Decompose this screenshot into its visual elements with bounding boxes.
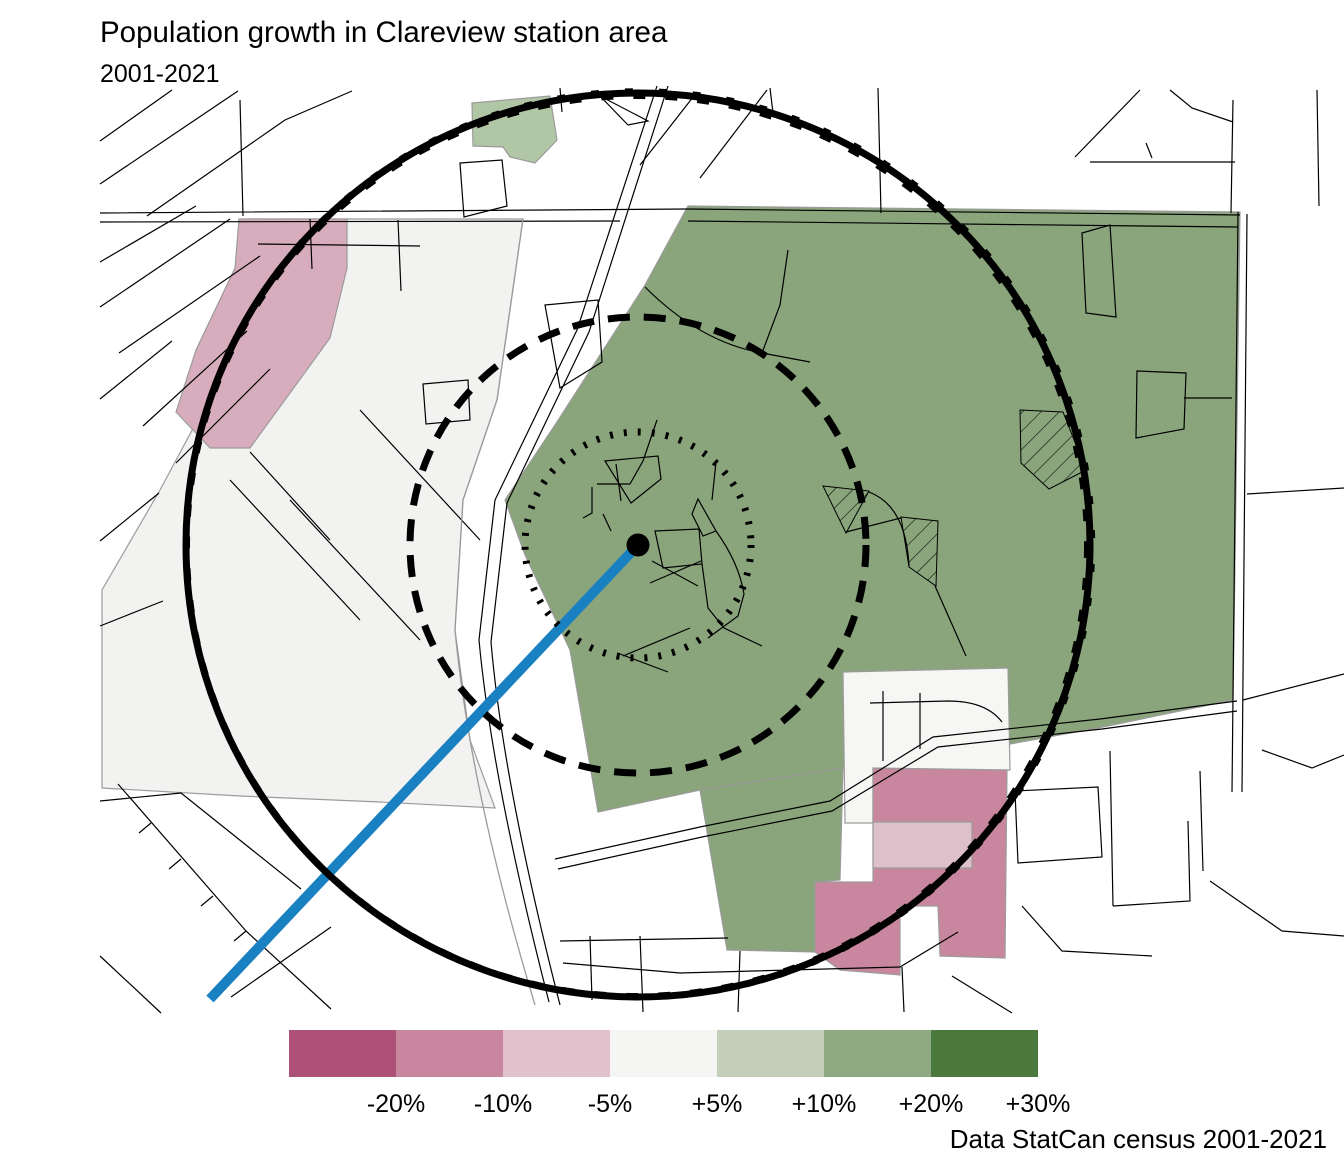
legend-swatch-6 [824,1030,931,1077]
road-segment [175,368,271,464]
road-segment [557,710,1238,870]
road-segment [951,880,1344,1014]
lrt-line [206,541,642,1003]
road-segment [118,255,261,354]
legend-swatch-3 [503,1030,610,1077]
road-segment [257,218,421,292]
legend-label-1: -20% [367,1090,425,1118]
road-segment [99,340,173,400]
road-segment [1231,211,1248,793]
road-segment [544,299,603,389]
road-segment [422,379,471,425]
road-segment [877,87,882,214]
road-segment [99,492,164,627]
road-segment [869,691,1003,761]
legend-label-5: +10% [792,1090,857,1118]
region-decline-southeast [814,767,1008,976]
walkshed-ring-outer [182,88,1096,1001]
road-segment [1109,750,1204,907]
page-title: Population growth in Clareview station a… [100,16,668,49]
road-segment [490,85,669,1006]
road-segment [478,85,658,1003]
road-segment [691,461,717,537]
walkshed-ring-inner [521,428,755,662]
station-marker [626,533,650,557]
road-segment [99,220,1239,228]
road-segment [603,455,662,504]
road-network [99,85,1344,1014]
hatched-area-3 [1019,409,1087,490]
census-boundary [454,218,536,1006]
road-segment [99,205,197,263]
legend-label-4: +5% [692,1090,743,1118]
road-segment [599,95,650,126]
legend-swatch-4 [610,1030,717,1077]
road-segment [1261,749,1344,769]
legend-label-3: -5% [588,1090,632,1118]
road-segment [1230,89,1320,214]
road-segment [554,700,1238,860]
legend-swatch-7 [931,1030,1038,1077]
road-segment [639,89,768,179]
legend-label-2: -10% [474,1090,532,1118]
road-segment [146,90,353,217]
road-segment [1242,487,1344,701]
legend-swatch-2 [396,1030,503,1077]
region-decline-northwest [175,218,348,449]
road-segment [459,159,508,218]
hatched-area-2 [900,516,939,587]
road-segment [1135,370,1232,439]
road-segment [99,218,231,308]
road-segment [619,627,691,673]
road-segment [1081,224,1117,318]
data-attribution: Data StatCan census 2001-2021 [950,1124,1327,1152]
legend-label-6: +20% [899,1090,964,1118]
road-segment [99,90,239,185]
road-segment [99,208,1241,216]
road-segment [559,935,741,1013]
legend-swatch-1 [289,1030,396,1077]
road-segment [1074,89,1235,163]
legend-color-bar: -20% -10% -5% +5% +10% +20% +30% [289,1030,1070,1118]
walkshed-ring-middle [406,313,870,777]
region-decline-light-pocket [872,821,973,869]
legend-swatch-5 [717,1030,824,1077]
road-segment [229,409,481,641]
legend-label-7: +30% [1006,1090,1071,1118]
road-segment [99,89,173,142]
page-subtitle: 2001-2021 [100,60,220,88]
road-segment [707,530,745,639]
road-segment [138,822,247,942]
road-segment [239,99,244,217]
road-segment [99,792,332,1014]
road-segment [701,563,763,647]
road-segment [582,419,658,532]
road-segment [1145,89,1234,159]
road-segment [1014,786,1103,864]
